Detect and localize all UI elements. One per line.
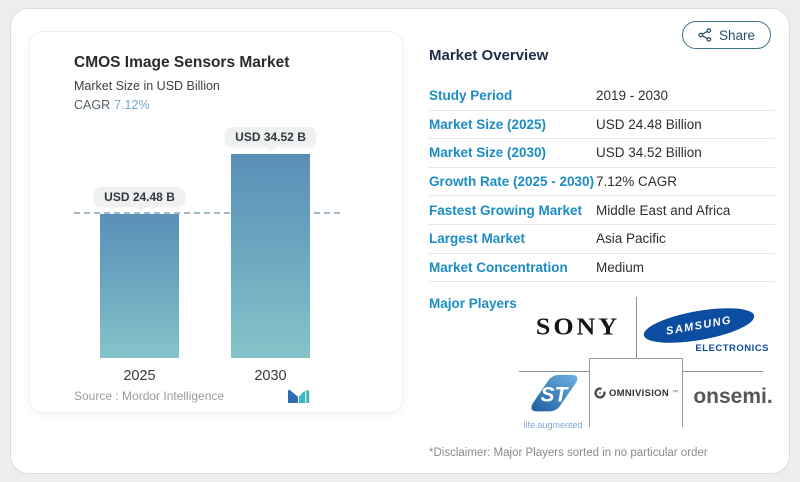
row-value: Medium [596,259,645,275]
row-value: Asia Pacific [596,231,666,247]
table-row: Market Concentration Medium [429,254,775,283]
st-logo[interactable]: ST life.augmented [517,373,589,430]
market-overview-table: Study Period 2019 - 2030 Market Size (20… [429,82,775,283]
report-card: Share CMOS Image Sensors Market Market S… [10,8,790,474]
row-label[interactable]: Market Concentration [429,259,568,275]
samsung-logo[interactable]: SAMSUNG ELECTRONICS [641,301,769,354]
row-label[interactable]: Market Size (2025) [429,116,547,132]
omnivision-logo[interactable]: OMNIVISION ™ [589,358,683,427]
mordor-intelligence-logo-icon [288,389,310,403]
row-label[interactable]: Growth Rate (2025 - 2030) [429,174,595,190]
trademark-symbol: ™ [672,390,678,396]
market-overview-title: Market Overview [429,47,549,64]
bar-group-2030: USD 34.52 B [225,127,316,358]
st-badge-icon: ST [531,374,578,412]
table-row: Fastest Growing Market Middle East and A… [429,196,775,225]
table-row: Growth Rate (2025 - 2030) 7.12% CAGR [429,168,775,197]
chart-source: Source : Mordor Intelligence [74,389,225,403]
omnivision-swirl-icon [594,387,606,399]
x-axis-label-2025: 2025 [123,368,156,384]
onsemi-logo[interactable]: onsemi. [693,385,773,408]
table-row: Market Size (2025) USD 24.48 Billion [429,111,775,140]
row-value: Middle East and Africa [596,202,731,218]
svg-text:ST: ST [540,383,569,406]
bar-value-label-2025: USD 24.48 B [94,187,185,211]
disclaimer-text: *Disclaimer: Major Players sorted in no … [429,447,708,459]
row-value: USD 34.52 Billion [596,145,702,161]
table-row: Market Size (2030) USD 34.52 Billion [429,139,775,168]
share-button[interactable]: Share [681,21,771,49]
major-players-label: Major Players [429,296,517,311]
logo-divider-vertical [636,297,637,359]
cagr-value: 7.12% [114,98,150,112]
bar-2025[interactable] [100,214,179,358]
row-label[interactable]: Largest Market [429,231,526,247]
chart-cagr: CAGR 7.12% [74,98,150,112]
table-row: Largest Market Asia Pacific [429,225,775,254]
sony-logo[interactable]: SONY [535,313,621,340]
row-value: USD 24.48 Billion [596,116,702,132]
logo-divider-right [683,371,763,372]
bar-group-2025: USD 24.48 B [94,187,185,358]
bar-value-label-2030: USD 34.52 B [225,127,316,151]
omnivision-wordmark: OMNIVISION [608,387,669,399]
chart-title: CMOS Image Sensors Market [74,54,290,71]
reference-dashed-line [74,212,340,214]
samsung-wordmark: SAMSUNG [665,313,733,338]
samsung-electronics-label: ELECTRONICS [695,343,769,354]
row-label[interactable]: Market Size (2030) [429,145,547,161]
logo-divider-left [519,371,589,372]
row-label[interactable]: Study Period [429,88,513,104]
row-label[interactable]: Fastest Growing Market [429,202,583,218]
share-nodes-icon [698,28,712,42]
x-axis-label-2030: 2030 [254,368,287,384]
row-value: 2019 - 2030 [596,88,669,104]
cagr-label: CAGR [74,98,111,112]
row-value: 7.12% CAGR [596,174,678,190]
bar-2030[interactable] [231,154,310,358]
chart-subtitle: Market Size in USD Billion [74,79,220,93]
chart-panel: CMOS Image Sensors Market Market Size in… [29,31,403,413]
share-button-label: Share [718,27,755,43]
st-life-augmented-label: life.augmented [523,420,583,430]
table-row: Study Period 2019 - 2030 [429,82,775,111]
